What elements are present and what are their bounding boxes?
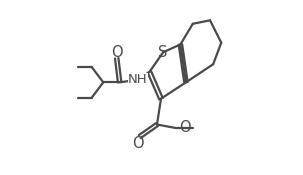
Text: O: O — [179, 120, 190, 135]
Text: O: O — [132, 136, 144, 151]
Text: S: S — [158, 45, 167, 60]
Text: O: O — [111, 45, 122, 60]
Text: NH: NH — [128, 73, 148, 86]
